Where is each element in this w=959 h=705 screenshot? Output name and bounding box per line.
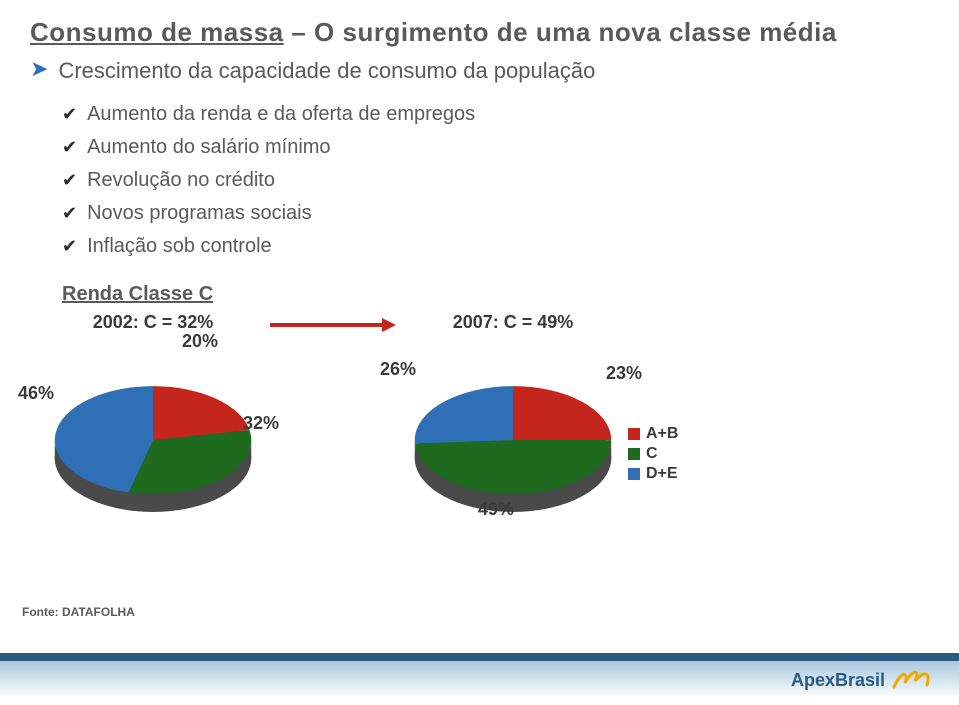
left-chart-col: 2002: C = 32% 20%32%46% [48, 312, 258, 561]
check-icon: ✔ [62, 104, 77, 125]
legend-item: A+B [628, 424, 678, 444]
bullet-level2-text: Aumento da renda e da oferta de empregos [87, 103, 475, 126]
right-pie-chart: 23%49%26% [408, 337, 618, 561]
bullet-level2-list: ✔ Aumento da renda e da oferta de emprego… [0, 98, 959, 263]
pie-slice [415, 386, 513, 443]
charts-row: 2002: C = 32% 20%32%46% 2007: C = 49% 23… [0, 312, 959, 561]
pie-pct-label: 49% [478, 499, 514, 520]
bullet-level2: ✔ Inflação sob controle [62, 230, 929, 263]
slide: { "title": { "bold_underlined": "Consumo… [0, 0, 959, 705]
bullet-level2: ✔ Aumento do salário mínimo [62, 131, 929, 164]
pie-pct-label: 26% [380, 359, 416, 380]
slide-title: Consumo de massa – O surgimento de uma n… [0, 0, 959, 52]
legend-swatch [628, 448, 640, 460]
trend-arrow-icon [268, 315, 398, 335]
legend-label: A+B [646, 424, 678, 444]
check-icon: ✔ [62, 170, 77, 191]
check-icon: ✔ [62, 203, 77, 224]
bullet-level2-text: Novos programas sociais [87, 202, 312, 225]
legend-label: D+E [646, 464, 678, 484]
logo-text: ApexBrasil [791, 670, 885, 691]
bullet-level2: ✔ Revolução no crédito [62, 164, 929, 197]
left-pie-chart: 20%32%46% [48, 337, 258, 561]
bullet-level1-text: Crescimento da capacidade de consumo da … [58, 58, 595, 84]
pie-pct-label: 20% [182, 331, 218, 352]
title-rest: – O surgimento de uma nova classe média [284, 17, 837, 47]
pie-pct-label: 32% [243, 413, 279, 434]
right-chart-col: 2007: C = 49% 23%49%26% [408, 312, 618, 561]
logo-scribble-icon [891, 665, 933, 695]
check-icon: ✔ [62, 137, 77, 158]
legend-label: C [646, 444, 658, 464]
bullet-level2-text: Aumento do salário mínimo [87, 136, 330, 159]
source-credit: Fonte: DATAFOLHA [22, 605, 135, 619]
bottom-dark-band [0, 653, 959, 661]
bullet-level1: ➤ Crescimento da capacidade de consumo d… [0, 52, 959, 98]
right-year-label: 2007: C = 49% [453, 312, 574, 333]
pie-slice [513, 386, 611, 440]
arrow-bullet-icon: ➤ [30, 58, 48, 80]
bullet-level2-text: Revolução no crédito [87, 169, 275, 192]
bullet-level2: ✔ Novos programas sociais [62, 197, 929, 230]
pie-pct-label: 46% [18, 383, 54, 404]
legend-swatch [628, 468, 640, 480]
apex-logo: ApexBrasil [791, 665, 933, 695]
bullet-level2-text: Inflação sob controle [87, 235, 272, 258]
legend: A+BCD+E [628, 424, 678, 484]
bullet-level2: ✔ Aumento da renda e da oferta de emprego… [62, 98, 929, 131]
pie-pct-label: 23% [606, 363, 642, 384]
title-underlined: Consumo de massa [30, 17, 284, 47]
check-icon: ✔ [62, 236, 77, 257]
legend-item: D+E [628, 464, 678, 484]
legend-swatch [628, 428, 640, 440]
left-year-label: 2002: C = 32% [93, 312, 214, 333]
subheading: Renda Classe C [0, 263, 959, 312]
legend-item: C [628, 444, 678, 464]
bottom-bar: ApexBrasil [0, 631, 959, 705]
